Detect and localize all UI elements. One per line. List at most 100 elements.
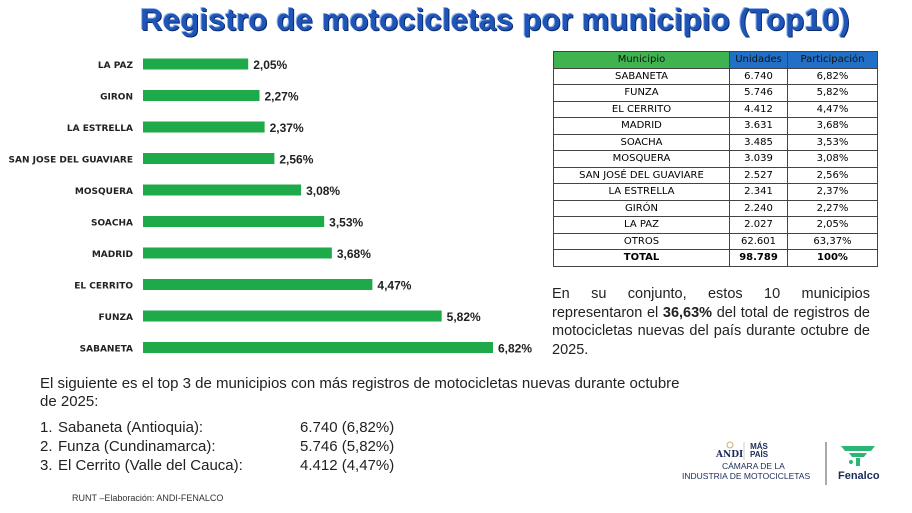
category-label: FUNZA (99, 313, 134, 323)
bar (143, 184, 302, 196)
top3-intro: El siguiente es el top 3 de municipios c… (40, 375, 680, 410)
bar (143, 342, 493, 353)
bar-chart: LA PAZ 2,05% GIRON 2,27% LA ESTRELLA 2,37% SAN… (9, 58, 533, 356)
header-participacion: Participación (787, 51, 878, 69)
top3-number: 3. (40, 457, 53, 474)
top3-list: 1. Sabaneta (Antioquia): 6.740 (6,82%) 2. F… (40, 418, 394, 475)
logo-graphics (726, 441, 875, 485)
top3-item: 3. El Cerrito (Valle del Cauca): 4.412 (4,… (40, 456, 394, 475)
cell-municipio: GIRÓN (553, 199, 730, 217)
category-label: MOSQUERA (75, 187, 133, 197)
source-note: RUNT –Elaboración: ANDI-FENALCO (72, 493, 224, 503)
top3-number: 1. (40, 419, 53, 436)
top3-label: Funza (Cundinamarca): (58, 438, 216, 455)
summary-before: En su conjunto, estos 10 municipios repr… (552, 286, 870, 321)
table-row: LA ESTRELLA 2.341 2,37% (553, 183, 878, 201)
cell-participacion: 2,27% (787, 199, 878, 217)
cell-unidades: 2.527 (729, 166, 788, 184)
data-label: 6,82% (498, 342, 532, 356)
cell-municipio: SOACHA (553, 133, 730, 151)
table-row: OTROS 62.601 63,37% (553, 232, 878, 250)
cell-municipio: SAN JOSÉ DEL GUAVIARE (553, 166, 730, 184)
category-label: LA PAZ (98, 61, 134, 71)
table-row: GIRÓN 2.240 2,27% (553, 199, 878, 217)
cell-municipio: FUNZA (553, 84, 730, 102)
top3-value: 5.746 (5,82%) (300, 438, 395, 455)
table-total-row: TOTAL 98.789 100% (553, 249, 878, 267)
cell-municipio: MADRID (553, 117, 730, 135)
cell-participacion: 2,37% (787, 183, 878, 201)
bar (143, 153, 275, 164)
fenalco-logo-text: Fenalco (838, 470, 880, 482)
top3-item: 1. Sabaneta (Antioquia): 6.740 (6,82%) (40, 418, 394, 437)
top3-number: 2. (40, 438, 53, 455)
table-row: FUNZA 5.746 5,82% (553, 84, 878, 102)
cell-municipio: SABANETA (553, 67, 730, 85)
data-label: 2,56% (279, 153, 313, 167)
bar (143, 247, 332, 259)
data-label: 4,47% (377, 279, 411, 293)
camara-text: CÁMARA DE LA (722, 461, 785, 471)
top3-value: 6.740 (6,82%) (300, 419, 395, 436)
data-label: 3,53% (329, 216, 363, 230)
cell-municipio: LA ESTRELLA (553, 183, 730, 201)
industria-text: INDUSTRIA DE MOTOCICLETAS (682, 471, 811, 481)
cell-municipio: MOSQUERA (553, 150, 730, 168)
cell-participacion: 3,08% (787, 150, 878, 168)
top3-item: 2. Funza (Cundinamarca): 5.746 (5,82%) (40, 437, 394, 456)
category-label: GIRON (100, 93, 133, 103)
cell-participacion: 3,53% (787, 133, 878, 151)
total-municipio: TOTAL (553, 249, 730, 267)
table-row: LA PAZ 2.027 2,05% (553, 216, 878, 234)
summary-text: En su conjunto, estos 10 municipios repr… (552, 285, 870, 359)
summary-highlight: 36,63% (662, 304, 713, 321)
cell-unidades: 2.240 (729, 199, 788, 217)
header-municipio: Municipio (553, 51, 730, 69)
cell-unidades: 2.341 (729, 183, 788, 201)
bar (143, 279, 373, 290)
data-label: 3,68% (337, 247, 371, 261)
cell-municipio: OTROS (553, 232, 730, 250)
top3-value: 4.412 (4,47%) (300, 457, 395, 474)
category-label: SAN JOSE DEL GUAVIARE (9, 156, 134, 166)
bar (143, 121, 265, 133)
category-label: SOACHA (91, 219, 133, 229)
data-label: 5,82% (447, 310, 481, 324)
fenalco-logo-icon (841, 446, 875, 466)
cell-unidades: 3.039 (729, 150, 788, 168)
table-row: EL CERRITO 4.412 4,47% (553, 100, 878, 118)
andi-logo-text: ANDI (716, 450, 744, 460)
table-row: SAN JOSÉ DEL GUAVIARE 2.527 2,56% (553, 166, 878, 184)
category-label: MADRID (92, 250, 133, 260)
category-label: LA ESTRELLA (67, 124, 133, 134)
cell-unidades: 6.740 (729, 67, 788, 85)
cell-participacion: 63,37% (787, 232, 878, 250)
table-row: SOACHA 3.485 3,53% (553, 133, 878, 151)
data-label: 3,08% (306, 184, 340, 198)
table-row: SABANETA 6.740 6,82% (553, 67, 878, 85)
cell-unidades: 4.412 (729, 100, 788, 118)
cell-unidades: 5.746 (729, 84, 788, 102)
cell-unidades: 62.601 (729, 232, 788, 250)
header-unidades: Unidades (729, 51, 788, 69)
mas-pais-logo: MÁS PAÍS (749, 442, 769, 459)
data-label: 2,37% (270, 121, 304, 135)
logos: ANDI MÁS PAÍS CÁMARA DE LA INDUSTRIA DE … (676, 440, 912, 490)
summary-after: del total de registros de motocicletas n… (552, 304, 870, 358)
cell-municipio: LA PAZ (553, 216, 730, 234)
cell-municipio: EL CERRITO (553, 100, 730, 118)
total-participacion: 100% (787, 249, 878, 267)
cell-unidades: 3.485 (729, 133, 788, 151)
bar (143, 90, 260, 101)
cell-participacion: 4,47% (787, 100, 878, 118)
cell-participacion: 2,05% (787, 216, 878, 234)
table-row: MOSQUERA 3.039 3,08% (553, 150, 878, 168)
category-label: EL CERRITO (74, 282, 133, 292)
bar (143, 216, 325, 227)
andi-logo-icon (726, 441, 734, 449)
bar (143, 310, 442, 322)
data-label: 2,05% (253, 58, 287, 72)
cell-unidades: 2.027 (729, 216, 788, 234)
total-unidades: 98.789 (729, 249, 788, 267)
top3-label: El Cerrito (Valle del Cauca): (58, 457, 243, 474)
